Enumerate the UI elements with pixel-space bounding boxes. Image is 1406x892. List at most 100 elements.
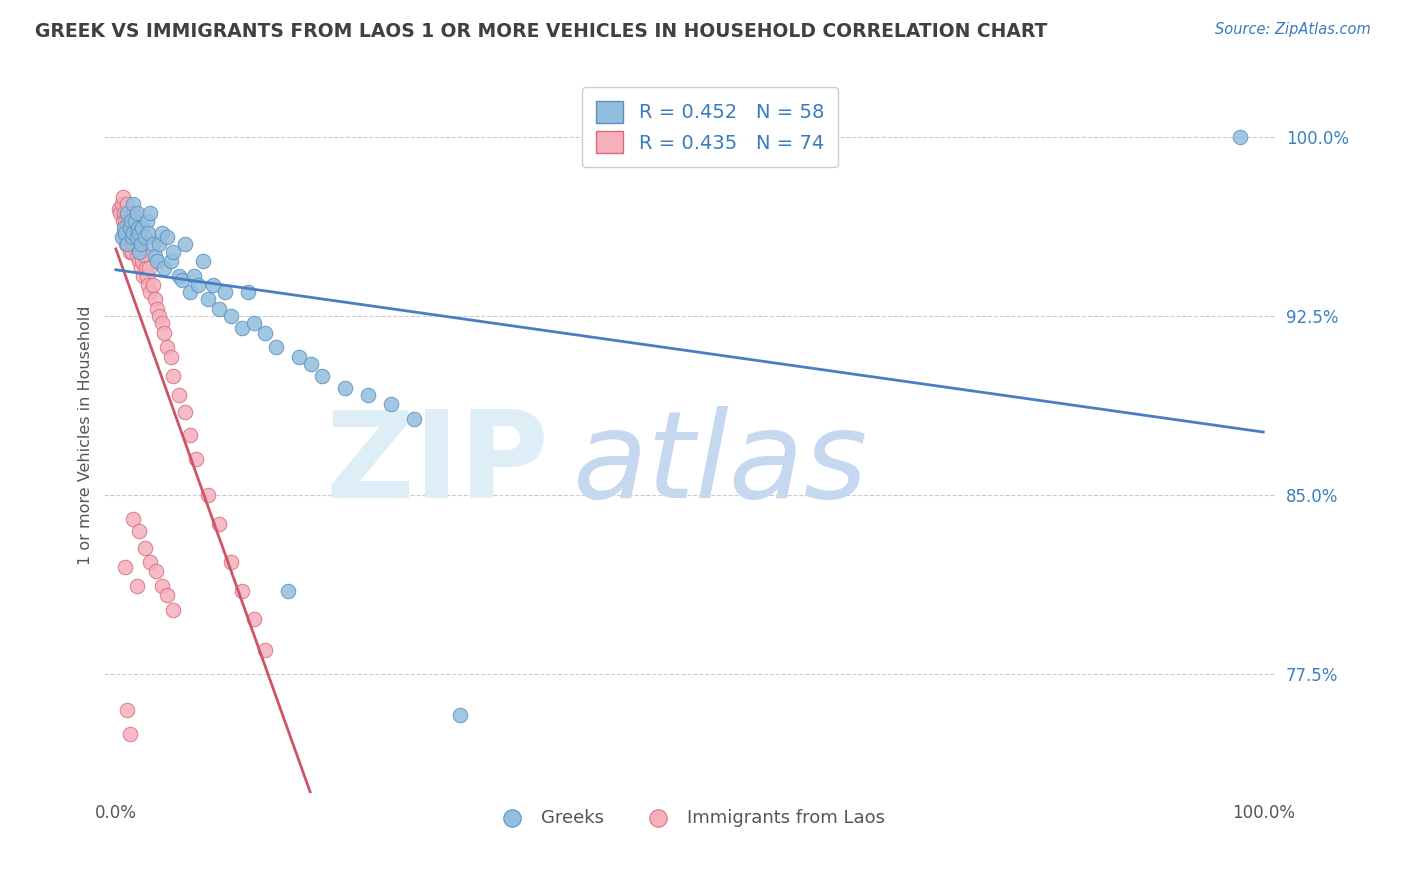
- Point: [128, 230, 150, 244]
- Point: [114, 230, 136, 244]
- Text: GREEK VS IMMIGRANTS FROM LAOS 1 OR MORE VEHICLES IN HOUSEHOLD CORRELATION CHART: GREEK VS IMMIGRANTS FROM LAOS 1 OR MORE …: [35, 22, 1047, 41]
- Point: [110, 230, 132, 244]
- Point: [111, 190, 134, 204]
- Point: [108, 202, 131, 216]
- Point: [135, 268, 157, 283]
- Point: [242, 316, 264, 330]
- Point: [135, 213, 157, 227]
- Point: [1229, 130, 1251, 145]
- Point: [125, 220, 148, 235]
- Point: [115, 237, 138, 252]
- Point: [150, 316, 173, 330]
- Point: [142, 237, 165, 252]
- Point: [121, 244, 143, 259]
- Point: [179, 428, 201, 442]
- Point: [136, 226, 159, 240]
- Point: [202, 278, 225, 293]
- Point: [299, 357, 322, 371]
- Point: [118, 727, 141, 741]
- Point: [122, 220, 145, 235]
- Point: [117, 237, 139, 252]
- Point: [380, 397, 402, 411]
- Point: [311, 368, 333, 383]
- Point: [117, 213, 139, 227]
- Point: [117, 226, 139, 240]
- Point: [143, 249, 166, 263]
- Point: [110, 197, 132, 211]
- Point: [117, 703, 139, 717]
- Point: [124, 230, 146, 244]
- Point: [183, 268, 205, 283]
- Point: [121, 230, 143, 244]
- Point: [153, 326, 176, 340]
- Point: [135, 261, 157, 276]
- Point: [153, 261, 176, 276]
- Point: [134, 249, 156, 263]
- Point: [134, 541, 156, 555]
- Point: [179, 285, 201, 300]
- Point: [208, 301, 231, 316]
- Point: [156, 230, 179, 244]
- Point: [115, 220, 138, 235]
- Point: [120, 213, 142, 227]
- Point: [114, 213, 136, 227]
- Point: [449, 707, 471, 722]
- Point: [208, 516, 231, 531]
- Point: [120, 213, 142, 227]
- Point: [172, 273, 194, 287]
- Point: [112, 226, 135, 240]
- Point: [191, 254, 214, 268]
- Point: [118, 244, 141, 259]
- Point: [112, 220, 135, 235]
- Point: [129, 261, 152, 276]
- Point: [253, 643, 276, 657]
- Point: [117, 197, 139, 211]
- Point: [266, 340, 288, 354]
- Point: [156, 340, 179, 354]
- Point: [122, 512, 145, 526]
- Point: [125, 230, 148, 244]
- Point: [138, 261, 160, 276]
- Point: [186, 452, 208, 467]
- Point: [125, 206, 148, 220]
- Point: [139, 206, 162, 220]
- Point: [214, 285, 236, 300]
- Point: [121, 226, 143, 240]
- Point: [129, 237, 152, 252]
- Text: atlas: atlas: [572, 406, 868, 523]
- Point: [150, 579, 173, 593]
- Point: [231, 583, 253, 598]
- Point: [236, 285, 259, 300]
- Point: [162, 244, 184, 259]
- Point: [142, 278, 165, 293]
- Point: [162, 602, 184, 616]
- Point: [131, 254, 153, 268]
- Point: [129, 237, 152, 252]
- Point: [128, 254, 150, 268]
- Point: [114, 226, 136, 240]
- Point: [129, 244, 152, 259]
- Point: [277, 583, 299, 598]
- Point: [131, 220, 153, 235]
- Point: [146, 254, 169, 268]
- Point: [128, 226, 150, 240]
- Point: [231, 321, 253, 335]
- Point: [197, 293, 219, 307]
- Point: [148, 237, 170, 252]
- Point: [167, 268, 190, 283]
- Point: [111, 213, 134, 227]
- Point: [242, 612, 264, 626]
- Point: [127, 237, 149, 252]
- Point: [143, 293, 166, 307]
- Point: [288, 350, 311, 364]
- Point: [110, 206, 132, 220]
- Point: [187, 278, 209, 293]
- Point: [112, 206, 135, 220]
- Point: [128, 524, 150, 538]
- Point: [150, 226, 173, 240]
- Point: [122, 237, 145, 252]
- Point: [122, 206, 145, 220]
- Point: [357, 388, 380, 402]
- Point: [120, 230, 142, 244]
- Point: [404, 411, 426, 425]
